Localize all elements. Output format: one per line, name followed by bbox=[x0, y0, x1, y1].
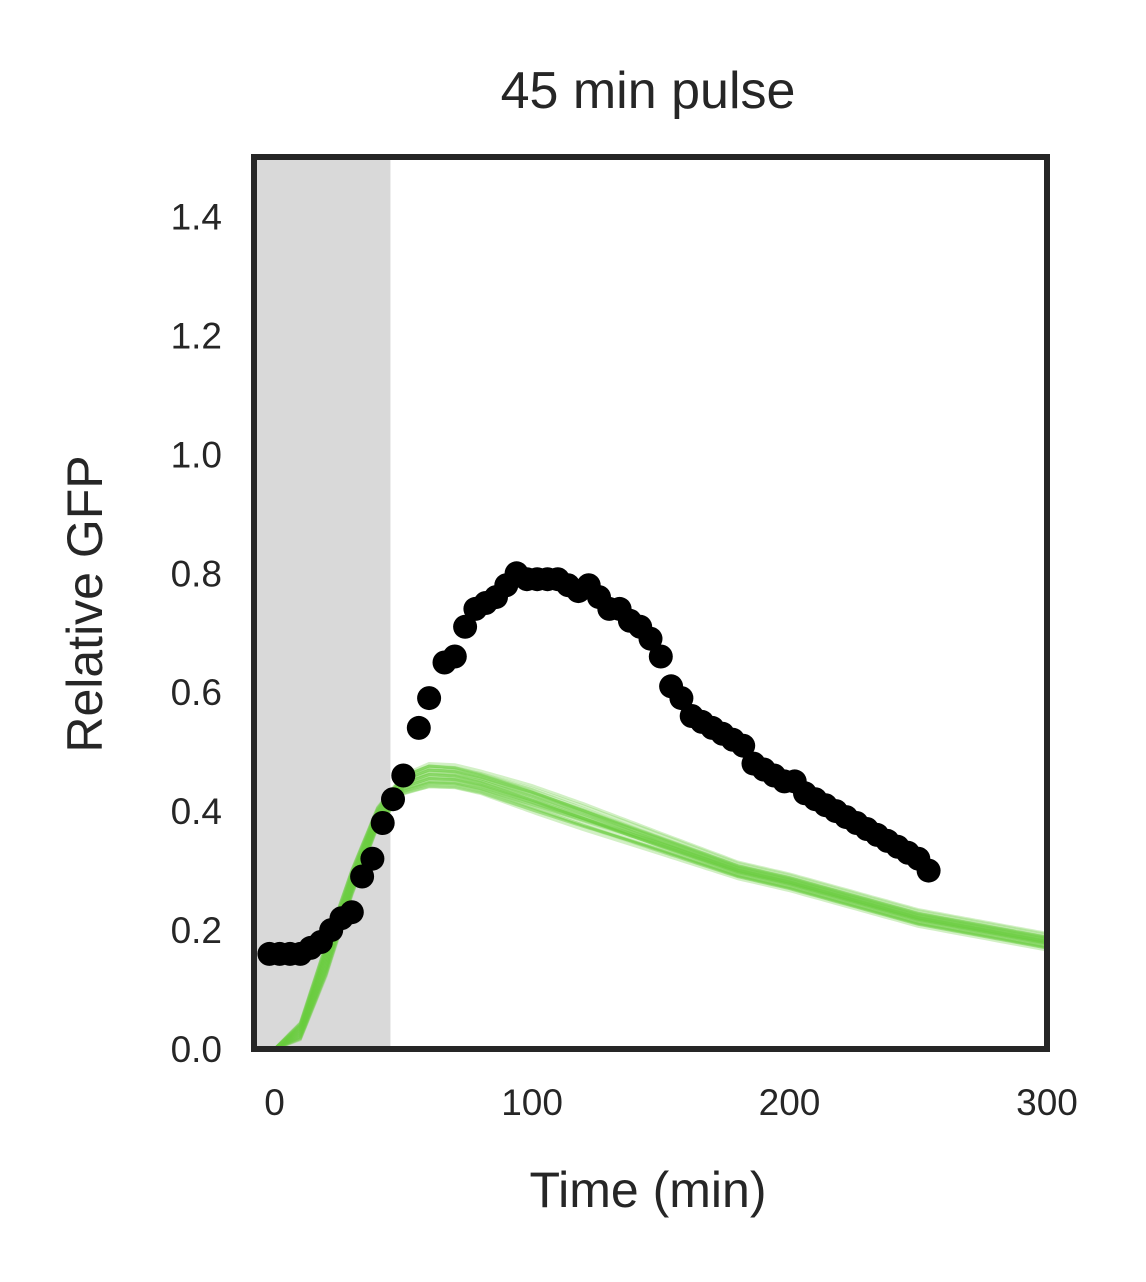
simulated-trajectory bbox=[273, 781, 1047, 1049]
x-tick-label: 0 bbox=[264, 1082, 285, 1123]
plot-frame bbox=[251, 154, 1050, 1052]
y-axis-label: Relative GFP bbox=[57, 455, 113, 752]
measured-point bbox=[648, 644, 673, 669]
measured-point bbox=[339, 900, 364, 925]
y-tick-label: 0.2 bbox=[171, 910, 222, 951]
measured-point bbox=[350, 864, 375, 889]
y-tick-label: 0.0 bbox=[171, 1029, 222, 1070]
x-tick-label: 100 bbox=[501, 1082, 563, 1123]
measured-point bbox=[731, 733, 756, 758]
measured-point bbox=[916, 858, 941, 883]
y-tick-label: 0.6 bbox=[171, 672, 222, 713]
measured-point bbox=[669, 686, 694, 711]
plot-area bbox=[254, 157, 1047, 1049]
x-tick-label: 300 bbox=[1016, 1082, 1078, 1123]
measured-points bbox=[257, 561, 941, 966]
measured-point bbox=[381, 787, 405, 812]
simulated-trajectory bbox=[273, 779, 1047, 1049]
measured-point bbox=[453, 614, 478, 639]
measured-point bbox=[406, 715, 431, 740]
x-axis-label: Time (min) bbox=[529, 1162, 766, 1218]
simulated-trajectory bbox=[273, 782, 1047, 1049]
measured-point bbox=[370, 811, 395, 835]
measured-point bbox=[417, 686, 442, 711]
measured-point bbox=[360, 846, 385, 871]
y-tick-label: 1.0 bbox=[171, 434, 222, 475]
simulated-trajectory bbox=[274, 784, 1047, 1049]
y-tick-label: 0.8 bbox=[171, 553, 222, 594]
x-tick-label: 200 bbox=[759, 1082, 821, 1123]
y-tick-label: 0.4 bbox=[171, 791, 222, 832]
y-tick-label: 1.2 bbox=[171, 315, 222, 356]
measured-point bbox=[442, 644, 467, 669]
y-tick-label: 1.4 bbox=[171, 196, 222, 237]
y-tick-labels: 0.0 0.2 0.4 0.6 0.8 1.0 1.2 1.4 bbox=[171, 196, 222, 1070]
simulated-trajectory bbox=[273, 779, 1047, 1049]
chart-title: 45 min pulse bbox=[501, 62, 796, 120]
pulse-shading bbox=[254, 157, 391, 1049]
simulated-trajectory bbox=[273, 780, 1047, 1049]
simulated-trajectory bbox=[274, 782, 1047, 1049]
x-tick-labels: 0 100 200 300 bbox=[264, 1082, 1078, 1123]
measured-point bbox=[391, 763, 416, 788]
measured-point bbox=[638, 626, 663, 651]
